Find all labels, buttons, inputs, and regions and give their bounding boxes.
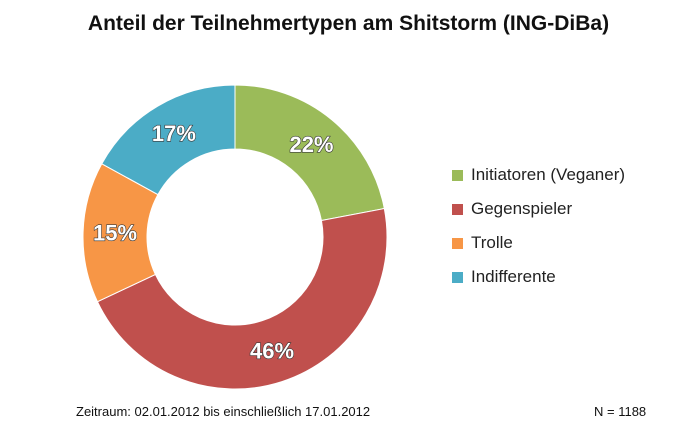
legend-swatch-trolle	[452, 237, 463, 249]
slice-indifferente	[101, 84, 236, 196]
legend-label-initiatoren: Initiatoren (Veganer)	[471, 165, 626, 184]
legend-label-gegenspieler: Gegenspieler	[471, 199, 573, 218]
data-label-indifferente: 17%	[152, 121, 196, 146]
legend-swatch-indifferente	[452, 271, 463, 283]
slice-gegenspieler	[96, 207, 388, 390]
legend-swatch-initiatoren	[452, 169, 463, 181]
sample-size: N = 1188	[594, 404, 647, 419]
legend-label-indifferente: Indifferente	[471, 267, 556, 286]
data-label-gegenspieler: 46%	[250, 339, 294, 364]
chart-title: Anteil der Teilnehmertypen am Shitstorm …	[87, 12, 610, 35]
legend: Initiatoren (Veganer) Gegenspieler Troll…	[452, 158, 625, 294]
legend-item-initiatoren: Initiatoren (Veganer)	[452, 158, 625, 192]
legend-item-indifferente: Indifferente	[452, 260, 625, 294]
data-label-initiatoren: 22%	[289, 132, 333, 157]
legend-item-trolle: Trolle	[452, 226, 625, 260]
legend-swatch-gegenspieler	[452, 203, 463, 215]
data-label-trolle: 15%	[93, 221, 137, 246]
slice-initiatoren	[234, 84, 385, 222]
period-note: Zeitraum: 02.01.2012 bis einschließlich …	[76, 404, 371, 419]
legend-label-trolle: Trolle	[471, 233, 513, 252]
legend-item-gegenspieler: Gegenspieler	[452, 192, 625, 226]
